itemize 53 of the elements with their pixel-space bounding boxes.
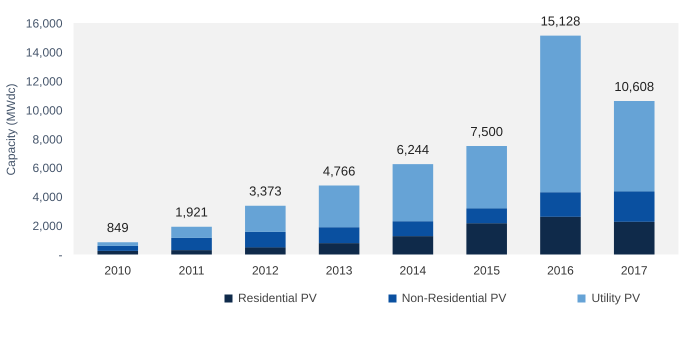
- y-tick-label: 8,000: [32, 132, 63, 146]
- bar: [97, 246, 138, 251]
- bar: [318, 186, 360, 228]
- bar: [392, 164, 434, 222]
- y-tick-label: 12,000: [26, 74, 63, 88]
- x-tick-label: 2014: [400, 264, 427, 278]
- bar: [97, 242, 138, 246]
- y-tick-label: 4,000: [32, 190, 63, 204]
- total-label: 4,766: [322, 164, 356, 179]
- bar: [392, 236, 434, 254]
- y-tick-label: 16,000: [26, 16, 63, 31]
- legend-label: Residential PV: [238, 291, 317, 305]
- total-label: 7,500: [470, 124, 503, 139]
- total-label: 10,608: [614, 79, 654, 94]
- x-tick-label: 2015: [473, 264, 500, 278]
- legend-label: Utility PV: [591, 291, 640, 305]
- bar: [614, 101, 655, 192]
- bar: [466, 146, 507, 208]
- bar: [97, 250, 138, 254]
- y-axis-title: Capacity (MWdc): [4, 83, 18, 176]
- bar: [614, 222, 655, 254]
- total-label: 849: [106, 220, 129, 236]
- x-tick-label: 2011: [178, 264, 205, 278]
- y-tick-label: 10,000: [26, 103, 63, 118]
- bar: [318, 243, 360, 254]
- y-tick-label: 14,000: [26, 45, 63, 60]
- x-tick-label: 2013: [326, 264, 353, 278]
- bar: [171, 250, 212, 254]
- bar: [318, 227, 360, 244]
- bar: [245, 247, 286, 254]
- x-tick-label: 2016: [547, 264, 574, 278]
- bar: [614, 191, 655, 222]
- bar: [540, 192, 581, 217]
- total-label: 1,921: [175, 204, 208, 220]
- x-tick-label: 2012: [252, 264, 280, 278]
- bar: [540, 216, 581, 254]
- bar: [540, 36, 581, 192]
- y-tick-label: 2,000: [32, 219, 63, 234]
- bar: [392, 221, 434, 236]
- total-label: 15,128: [540, 14, 580, 29]
- bar: [466, 223, 507, 254]
- y-tick-label: -: [58, 248, 63, 262]
- bar: [171, 226, 212, 238]
- bar: [245, 232, 286, 248]
- x-tick-label: 2017: [620, 264, 648, 278]
- legend-label: Non-Residential PV: [402, 291, 506, 305]
- bar: [171, 238, 212, 250]
- bar: [466, 208, 507, 224]
- bar: [245, 206, 286, 232]
- total-label: 3,373: [249, 184, 282, 199]
- y-tick-label: 6,000: [32, 161, 63, 176]
- total-label: 6,244: [396, 142, 430, 158]
- x-tick-label: 2010: [104, 264, 132, 278]
